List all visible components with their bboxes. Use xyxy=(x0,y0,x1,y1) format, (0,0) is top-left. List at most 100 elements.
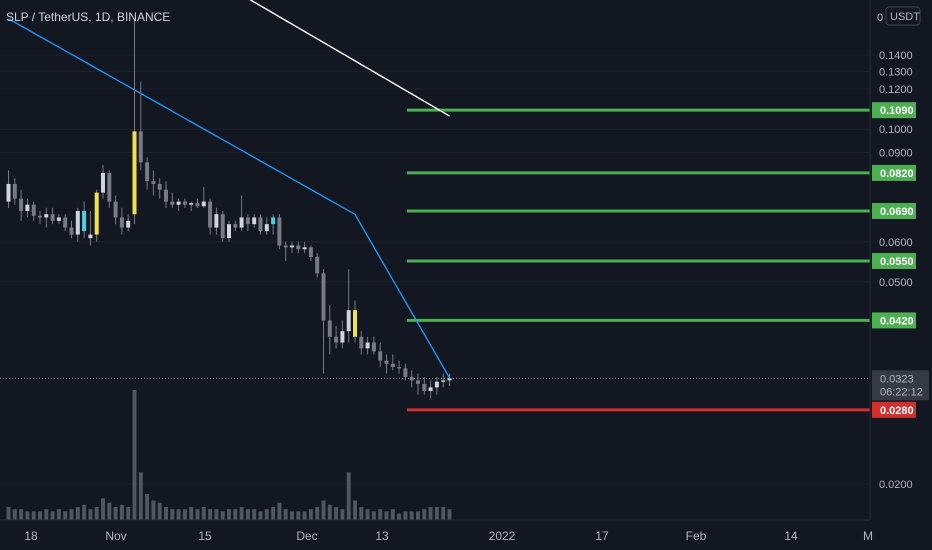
volume-bar xyxy=(75,507,80,520)
volume-bar xyxy=(447,509,452,520)
volume-bar xyxy=(227,509,231,520)
candle-body xyxy=(38,215,42,218)
candle-body xyxy=(145,162,150,182)
candle-body xyxy=(327,320,332,337)
price-tick-label: 0.0500 xyxy=(879,277,913,289)
candle-body xyxy=(31,204,36,216)
volume-bar xyxy=(371,511,376,520)
candle-body xyxy=(397,367,402,369)
time-tick-label: 14 xyxy=(784,529,798,543)
volume-bar xyxy=(252,509,257,520)
candle-body xyxy=(151,181,156,184)
time-axis-ticks: 18 Nov 15 Dec 13 2022 17 Feb 14 M xyxy=(24,529,873,543)
candle-body xyxy=(189,203,194,205)
volume-bar xyxy=(365,509,370,520)
candle-body xyxy=(315,257,320,274)
volume-bar xyxy=(340,509,345,520)
volume-bar xyxy=(201,507,206,520)
volume-bar xyxy=(378,509,383,520)
candle-body xyxy=(346,310,351,332)
volume-bar xyxy=(31,511,36,520)
candle-body xyxy=(214,214,219,228)
volume-bar xyxy=(434,507,439,520)
candle-body xyxy=(264,224,269,232)
resistance-level-badge xyxy=(872,252,916,269)
candle-body xyxy=(25,204,30,211)
candles xyxy=(6,18,452,399)
currency-button-label[interactable]: USDT xyxy=(890,11,920,23)
volume-bars xyxy=(6,390,452,520)
volume-bar xyxy=(422,509,427,520)
volume-bar xyxy=(397,513,402,520)
fast-moving-average-line xyxy=(249,0,450,117)
support-level-label: 0.0280 xyxy=(880,405,914,417)
volume-bar xyxy=(245,509,250,520)
volume-bar xyxy=(113,507,118,520)
candle-body xyxy=(88,234,93,239)
volume-bar xyxy=(233,509,238,520)
volume-bar xyxy=(208,509,213,520)
candle-body xyxy=(302,247,307,250)
candle-body xyxy=(321,273,326,321)
chart-title: SLP / TetherUS, 1D, BINANCE xyxy=(6,10,170,24)
volume-bar xyxy=(302,511,307,520)
price-axis-top-fragment: 0 xyxy=(877,12,883,24)
volume-bar xyxy=(176,509,181,520)
candle-body xyxy=(296,245,301,250)
volume-bar xyxy=(12,509,17,520)
resistance-level-label: 0.0420 xyxy=(880,315,914,327)
volume-bar xyxy=(296,511,301,520)
candle-body xyxy=(220,214,225,239)
moving-averages xyxy=(8,0,451,379)
candle-body xyxy=(75,210,80,235)
volume-bar xyxy=(264,509,269,520)
volume-bar xyxy=(384,511,389,520)
candle-body xyxy=(283,245,288,248)
candle-body xyxy=(416,380,420,384)
candle-body xyxy=(390,363,395,368)
volume-bar xyxy=(321,500,326,520)
candle-body xyxy=(422,383,427,391)
candle-body xyxy=(19,198,24,211)
volume-bar xyxy=(101,498,105,520)
currency-button-bg[interactable] xyxy=(885,6,921,26)
candle-body xyxy=(258,217,263,232)
candle-body xyxy=(233,224,238,228)
price-tick-label: 0.1200 xyxy=(879,84,913,96)
volume-bar xyxy=(38,511,42,520)
price-tick-label: 0.1400 xyxy=(879,50,913,62)
volume-bar xyxy=(170,509,175,520)
candle-body xyxy=(101,172,105,193)
candle-body xyxy=(245,217,250,225)
volume-bar xyxy=(19,509,24,520)
time-tick-label: 17 xyxy=(595,529,609,543)
candle-body xyxy=(277,217,282,246)
volume-bar xyxy=(346,472,351,520)
volume-bar xyxy=(63,511,68,520)
candle-body xyxy=(50,214,55,221)
candle-body xyxy=(94,192,99,235)
volume-bar xyxy=(56,509,61,520)
volume-bar xyxy=(145,494,150,520)
candle-body xyxy=(308,247,313,258)
resistance-level-label: 0.0820 xyxy=(880,168,914,180)
currency-button[interactable]: USDT xyxy=(885,6,921,26)
volume-bar xyxy=(151,500,156,520)
volume-bar xyxy=(327,504,332,520)
volume-bar xyxy=(308,509,313,520)
candle-body xyxy=(170,201,175,205)
volume-bar xyxy=(359,507,364,520)
price-tick-label: 0.0200 xyxy=(879,479,913,491)
volume-bar xyxy=(290,511,294,520)
candle-body xyxy=(434,381,439,388)
volume-bar xyxy=(119,504,124,520)
candle-body xyxy=(447,378,452,381)
support-level-badge xyxy=(872,401,916,418)
resistance-level-label: 0.1090 xyxy=(880,105,914,117)
price-tick-label: 0.1000 xyxy=(879,124,913,136)
candle-body xyxy=(69,227,74,235)
candle-body xyxy=(157,183,162,190)
candle-body xyxy=(384,360,389,364)
price-tick-label: 0.0900 xyxy=(879,147,913,159)
